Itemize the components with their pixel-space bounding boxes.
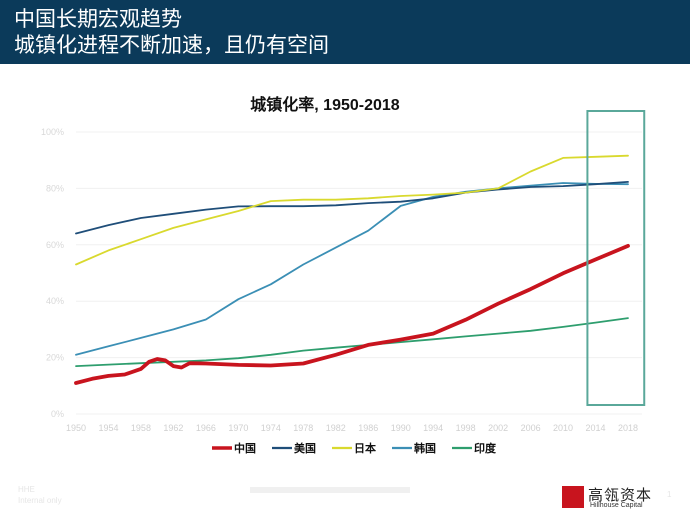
series-line-1 (74, 243, 630, 385)
x-tick-label: 1950 (66, 423, 86, 433)
x-tick-label: 2006 (521, 423, 541, 433)
x-tick-label: 1974 (261, 423, 281, 433)
logo-mark-icon (562, 486, 584, 508)
header-banner: 中国长期宏观趋势 城镇化进程不断加速，且仍有空间 (0, 0, 690, 64)
x-tick-label: 1998 (456, 423, 476, 433)
series-line-3 (75, 154, 629, 266)
x-tick-label: 1970 (228, 423, 248, 433)
x-tick-label: 1986 (358, 423, 378, 433)
x-tick-label: 2002 (488, 423, 508, 433)
chart-area: 城镇化率, 1950-2018 0% 20% 40% 60% 80% 100% 1950 1… (0, 64, 690, 474)
series-line-4 (75, 182, 629, 356)
y-tick-label: 60% (46, 240, 64, 250)
y-tick-label: 0% (51, 409, 64, 419)
y-tick-label: 40% (46, 296, 64, 306)
x-tick-label: 2014 (586, 423, 606, 433)
x-tick-label: 1958 (131, 423, 151, 433)
x-tick-label: 2010 (553, 423, 573, 433)
x-tick-label: 1990 (391, 423, 411, 433)
page-number: 1 (667, 490, 672, 499)
footer-left-line1: HHE (18, 485, 35, 494)
x-tick-label: 1994 (423, 423, 443, 433)
legend-label: 日本 (354, 441, 376, 455)
legend-label: 美国 (294, 441, 316, 455)
footer-left-line2: Internal only (18, 496, 62, 505)
footer-left-text: HHE Internal only (18, 484, 62, 506)
highlight-box (586, 110, 646, 406)
header-title-line2: 城镇化进程不断加速，且仍有空间 (14, 34, 329, 57)
series-line-2 (75, 181, 629, 235)
header-title-line1: 中国长期宏观趋势 (14, 8, 182, 31)
legend-label: 中国 (234, 441, 256, 455)
y-tick-label: 100% (41, 127, 64, 137)
x-tick-label: 1954 (98, 423, 118, 433)
footer-center-bar (250, 487, 410, 493)
x-tick-label: 1982 (326, 423, 346, 433)
x-tick-label: 1966 (196, 423, 216, 433)
x-tick-label: 1962 (163, 423, 183, 433)
y-tick-label: 20% (46, 353, 64, 363)
legend-label: 韩国 (414, 441, 436, 455)
company-logo: 高瓴资本 Hillhouse Capital (562, 484, 662, 512)
urbanization-chart: 城镇化率, 1950-2018 0% 20% 40% 60% 80% 100% 1950 1… (41, 95, 646, 455)
logo-chinese-name: 高瓴资本 (588, 487, 653, 504)
chart-title: 城镇化率, 1950-2018 (250, 95, 400, 114)
x-tick-label: 2018 (618, 423, 638, 433)
logo-english-name: Hillhouse Capital (590, 502, 643, 509)
x-tick-label: 1978 (293, 423, 313, 433)
y-tick-label: 80% (46, 183, 64, 193)
legend-label: 印度 (474, 441, 497, 455)
